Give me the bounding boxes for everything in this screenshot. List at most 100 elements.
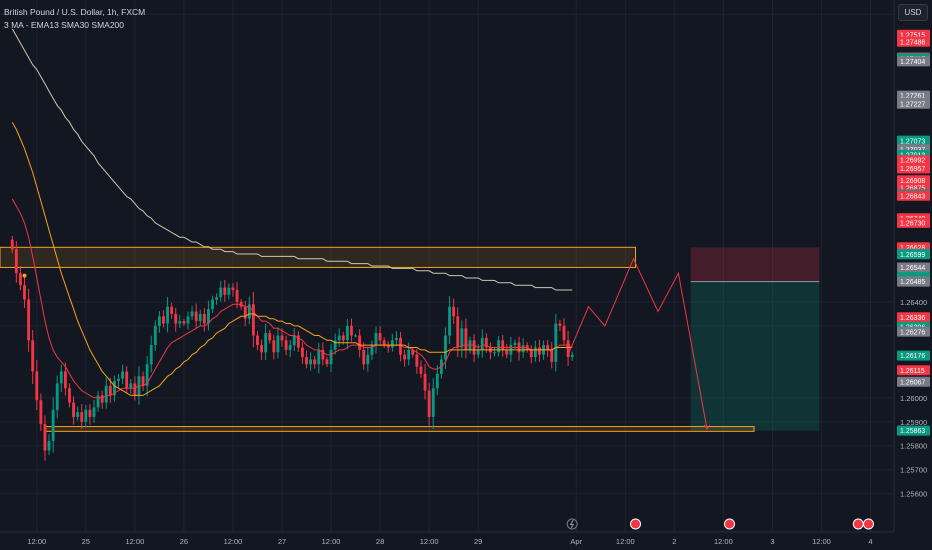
candle-body[interactable]	[207, 309, 210, 324]
candle-body[interactable]	[264, 333, 268, 353]
price-tag[interactable]	[897, 217, 930, 228]
candle-body[interactable]	[88, 409, 92, 417]
candle-body[interactable]	[129, 383, 133, 389]
candle-body[interactable]	[296, 335, 300, 348]
price-tag[interactable]	[897, 276, 930, 287]
price-tag[interactable]	[897, 36, 930, 47]
candle-body[interactable]	[268, 333, 272, 341]
price-tag[interactable]	[897, 155, 930, 166]
candle-body[interactable]	[284, 340, 288, 350]
candle-body[interactable]	[309, 359, 313, 365]
candle-body[interactable]	[521, 345, 525, 353]
candle-body[interactable]	[59, 371, 63, 384]
candle-body[interactable]	[403, 354, 407, 360]
candle-body[interactable]	[153, 325, 157, 346]
candle-body[interactable]	[23, 285, 26, 300]
candle-body[interactable]	[125, 371, 129, 389]
candle-body[interactable]	[362, 349, 366, 365]
candle-body[interactable]	[431, 388, 435, 417]
candle-body[interactable]	[84, 409, 88, 422]
economic-event-flag-icon[interactable]	[862, 518, 874, 530]
candle-body[interactable]	[211, 299, 214, 310]
candle-body[interactable]	[562, 325, 566, 341]
ma-line-sma30[interactable]	[11, 121, 573, 396]
ma-line-ema13[interactable]	[11, 198, 573, 399]
candle-body[interactable]	[301, 347, 304, 358]
economic-event-flag-icon[interactable]	[724, 518, 736, 530]
projection-path[interactable]	[567, 257, 708, 430]
candle-body[interactable]	[460, 328, 464, 348]
candle-body[interactable]	[533, 347, 537, 358]
candle-body[interactable]	[325, 359, 329, 365]
price-tag[interactable]	[897, 190, 930, 201]
candle-body[interactable]	[464, 328, 468, 350]
price-tag[interactable]	[897, 163, 930, 174]
candle-body[interactable]	[247, 304, 251, 319]
price-tag[interactable]	[897, 249, 930, 260]
support-zone[interactable]	[44, 426, 755, 432]
economic-event-flag-icon[interactable]	[630, 518, 642, 530]
candle-body[interactable]	[31, 340, 35, 372]
price-tag[interactable]	[897, 262, 930, 273]
candle-body[interactable]	[329, 349, 333, 365]
candle-body[interactable]	[113, 381, 116, 396]
candle-body[interactable]	[72, 402, 75, 417]
candle-body[interactable]	[366, 354, 370, 365]
candle-body[interactable]	[288, 345, 292, 350]
candle-body[interactable]	[231, 287, 235, 290]
candle-body[interactable]	[423, 373, 427, 391]
candle-body[interactable]	[76, 412, 80, 417]
candle-body[interactable]	[480, 337, 484, 350]
candle-body[interactable]	[47, 440, 51, 451]
candle-body[interactable]	[448, 306, 451, 336]
candle-body[interactable]	[345, 325, 349, 341]
candle-body[interactable]	[92, 407, 96, 417]
candle-body[interactable]	[529, 349, 533, 358]
candle-body[interactable]	[395, 337, 398, 341]
candle-body[interactable]	[276, 335, 280, 353]
candle-body[interactable]	[178, 321, 182, 324]
candle-body[interactable]	[202, 313, 206, 324]
candle-body[interactable]	[472, 340, 476, 355]
candle-body[interactable]	[476, 349, 480, 355]
candle-body[interactable]	[14, 249, 18, 274]
candle-body[interactable]	[108, 385, 112, 396]
candle-body[interactable]	[292, 335, 296, 346]
candle-body[interactable]	[166, 306, 169, 324]
candle-body[interactable]	[272, 340, 276, 353]
candle-body[interactable]	[415, 354, 419, 367]
candle-body[interactable]	[444, 335, 447, 360]
candle-body[interactable]	[566, 340, 570, 358]
currency-button[interactable]: USD	[898, 4, 928, 21]
candle-body[interactable]	[260, 345, 263, 353]
candle-body[interactable]	[149, 345, 153, 365]
candle-body[interactable]	[419, 366, 423, 374]
candle-body[interactable]	[337, 335, 341, 341]
candle-body[interactable]	[411, 349, 415, 355]
candle-body[interactable]	[435, 373, 439, 389]
take-profit-zone[interactable]	[690, 281, 820, 431]
candle-body[interactable]	[219, 287, 223, 298]
candle-body[interactable]	[333, 340, 337, 350]
candle-body[interactable]	[186, 316, 190, 324]
candle-body[interactable]	[170, 306, 174, 314]
candle-body[interactable]	[313, 359, 317, 365]
price-tag[interactable]	[897, 365, 930, 376]
candle-body[interactable]	[121, 371, 125, 379]
candle-body[interactable]	[407, 349, 411, 360]
candle-body[interactable]	[80, 412, 84, 422]
economic-event-flag-icon[interactable]	[852, 518, 864, 530]
price-tag[interactable]	[897, 175, 930, 186]
candle-body[interactable]	[456, 316, 460, 348]
candle-body[interactable]	[133, 383, 137, 396]
candle-body[interactable]	[157, 316, 161, 326]
candle-body[interactable]	[513, 342, 517, 346]
candle-body[interactable]	[256, 335, 259, 346]
candle-body[interactable]	[223, 287, 227, 295]
candle-body[interactable]	[280, 335, 284, 341]
price-tag[interactable]	[897, 326, 930, 337]
candle-body[interactable]	[27, 299, 31, 341]
candle-body[interactable]	[554, 323, 558, 362]
